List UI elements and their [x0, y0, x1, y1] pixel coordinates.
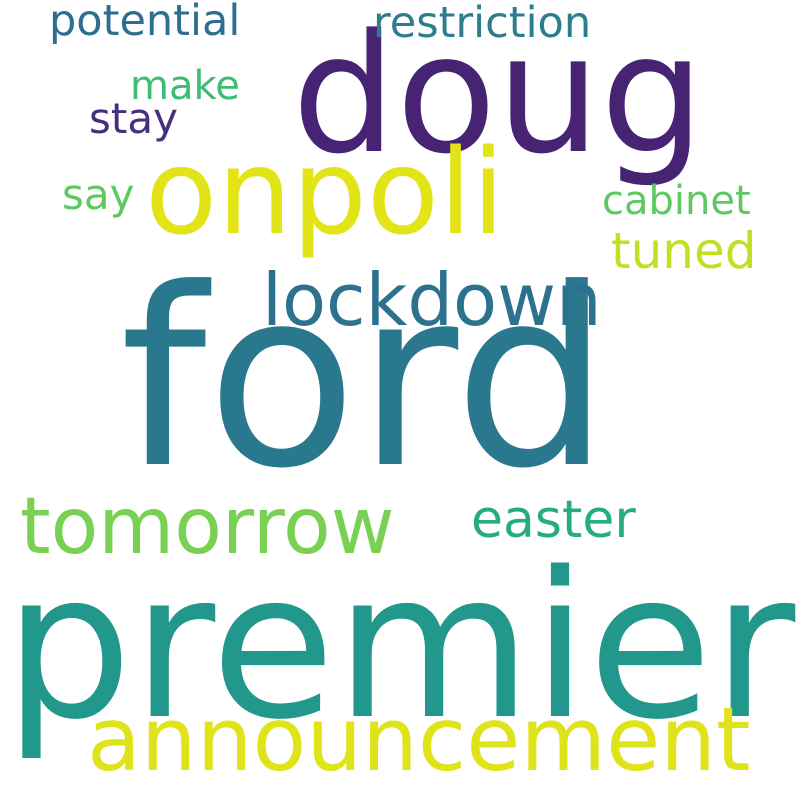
word-announcement: announcement	[87, 688, 751, 791]
word-cabinet: cabinet	[602, 178, 751, 224]
word-easter: easter	[471, 490, 636, 550]
word-potential: potential	[49, 0, 241, 46]
word-tuned: tuned	[611, 222, 757, 280]
word-premier: premier	[4, 528, 796, 764]
word-ford: ford	[120, 237, 611, 523]
word-onpoli: onpoli	[145, 123, 505, 261]
word-say: say	[62, 170, 135, 219]
word-doug: doug	[292, 0, 705, 190]
word-tomorrow: tomorrow	[20, 482, 395, 572]
word-make: make	[130, 63, 240, 109]
word-stay: stay	[89, 94, 178, 143]
word-lockdown: lockdown	[262, 258, 602, 342]
word-restriction: restriction	[373, 0, 592, 48]
